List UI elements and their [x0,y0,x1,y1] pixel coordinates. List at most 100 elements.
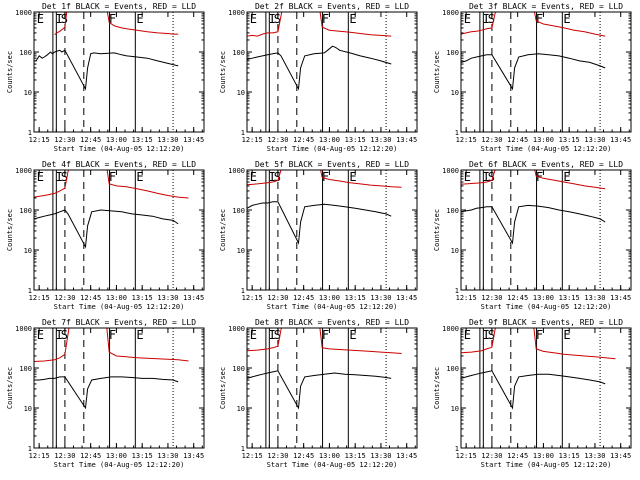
y-tick-label: 10 [451,89,459,97]
marker-label-e: E [563,12,570,26]
marker-label-f: F [536,328,543,342]
marker-label-i: I [56,12,63,26]
plot-frame [33,11,205,133]
marker-label-s: S [488,170,495,184]
x-tick-label: 13:45 [610,136,631,144]
marker-label-i: I [56,328,63,342]
x-tick-label: 13:45 [396,452,417,460]
marker-label-i: I [269,170,276,184]
y-tick-label: 1 [455,445,459,453]
marker-label-e: E [349,328,356,342]
x-tick-label: 12:15 [456,294,477,302]
y-axis-label: Counts/sec [6,51,14,93]
x-tick-label: 13:45 [183,452,204,460]
x-tick-label: 13:30 [370,452,391,460]
x-tick-label: 13:00 [533,452,554,460]
y-tick-label: 1000 [228,325,245,333]
marker-label-e: E [563,328,570,342]
x-axis-label: Start Time (04-Aug-05 12:12:20) [54,461,185,469]
y-axis-label: Counts/sec [433,51,441,93]
x-tick-label: 12:15 [29,294,50,302]
y-tick-label: 10 [237,405,245,413]
series-line-lld [54,12,179,36]
x-axis-label: Start Time (04-Aug-05 12:12:20) [481,145,612,153]
x-tick-label: 12:45 [80,294,101,302]
x-tick-label: 13:15 [132,136,153,144]
x-tick-label: 12:45 [507,294,528,302]
y-tick-label: 1 [241,129,245,137]
x-tick-label: 13:00 [319,136,340,144]
x-axis-label: Start Time (04-Aug-05 12:12:20) [54,303,185,311]
marker-label-f: F [322,12,329,26]
x-tick-label: 12:15 [456,452,477,460]
y-tick-label: 10 [451,405,459,413]
x-tick-label: 13:30 [157,136,178,144]
x-tick-label: 13:30 [370,136,391,144]
chart-title: Det 5f BLACK = Events, RED = LLD [255,160,409,169]
x-tick-label: 13:45 [183,294,204,302]
x-tick-label: 12:15 [456,136,477,144]
y-tick-label: 1 [455,129,459,137]
y-tick-label: 1 [28,445,32,453]
y-tick-label: 100 [232,365,245,373]
series-line-events [461,53,606,91]
y-tick-label: 10 [237,89,245,97]
x-tick-label: 12:45 [507,452,528,460]
series-line-events [247,370,392,410]
y-tick-label: 100 [19,365,32,373]
marker-label-e: E [464,12,471,26]
x-axis-label: Start Time (04-Aug-05 12:12:20) [481,461,612,469]
plot-frame [246,327,418,449]
x-tick-label: 12:45 [293,136,314,144]
chart-title: Det 1f BLACK = Events, RED = LLD [42,2,196,11]
x-tick-label: 13:45 [610,452,631,460]
x-tick-label: 13:15 [559,294,580,302]
y-tick-label: 1000 [228,9,245,17]
marker-label-f: F [536,12,543,26]
y-tick-label: 10 [451,247,459,255]
marker-label-e: E [464,328,471,342]
plot-frame [460,327,632,449]
marker-label-i: I [483,170,490,184]
marker-label-e: E [136,12,143,26]
x-axis-label: Start Time (04-Aug-05 12:12:20) [54,145,185,153]
marker-label-i: I [483,328,490,342]
chart-title: Det 2f BLACK = Events, RED = LLD [255,2,409,11]
marker-label-e: E [37,328,44,342]
x-tick-label: 13:30 [370,294,391,302]
x-tick-label: 13:15 [559,452,580,460]
chart-title: Det 4f BLACK = Events, RED = LLD [42,160,196,169]
marker-label-s: S [274,170,281,184]
x-tick-label: 13:30 [157,294,178,302]
series-line-lld [247,170,402,188]
x-tick-label: 12:45 [293,452,314,460]
plot-frame [460,11,632,133]
y-tick-label: 1000 [228,167,245,175]
marker-label-f: F [109,12,116,26]
x-tick-label: 12:15 [242,294,263,302]
y-axis-label: Counts/sec [433,209,441,251]
marker-label-f: F [109,170,116,184]
x-tick-label: 13:30 [584,136,605,144]
y-tick-label: 10 [24,89,32,97]
x-tick-label: 13:00 [319,452,340,460]
series-line-events [34,209,179,249]
y-axis-label: Counts/sec [6,209,14,251]
y-tick-label: 1000 [15,325,32,333]
plot-frame [246,11,418,133]
marker-label-s: S [274,12,281,26]
chart-title: Det 8f BLACK = Events, RED = LLD [255,318,409,327]
x-tick-label: 12:30 [267,136,288,144]
marker-label-i: I [269,328,276,342]
x-tick-label: 13:15 [345,452,366,460]
y-axis-label: Counts/sec [219,51,227,93]
x-tick-label: 13:00 [106,136,127,144]
marker-label-s: S [488,328,495,342]
x-tick-label: 12:15 [242,452,263,460]
y-tick-label: 1 [455,287,459,295]
marker-label-e: E [136,170,143,184]
y-tick-label: 1 [28,129,32,137]
